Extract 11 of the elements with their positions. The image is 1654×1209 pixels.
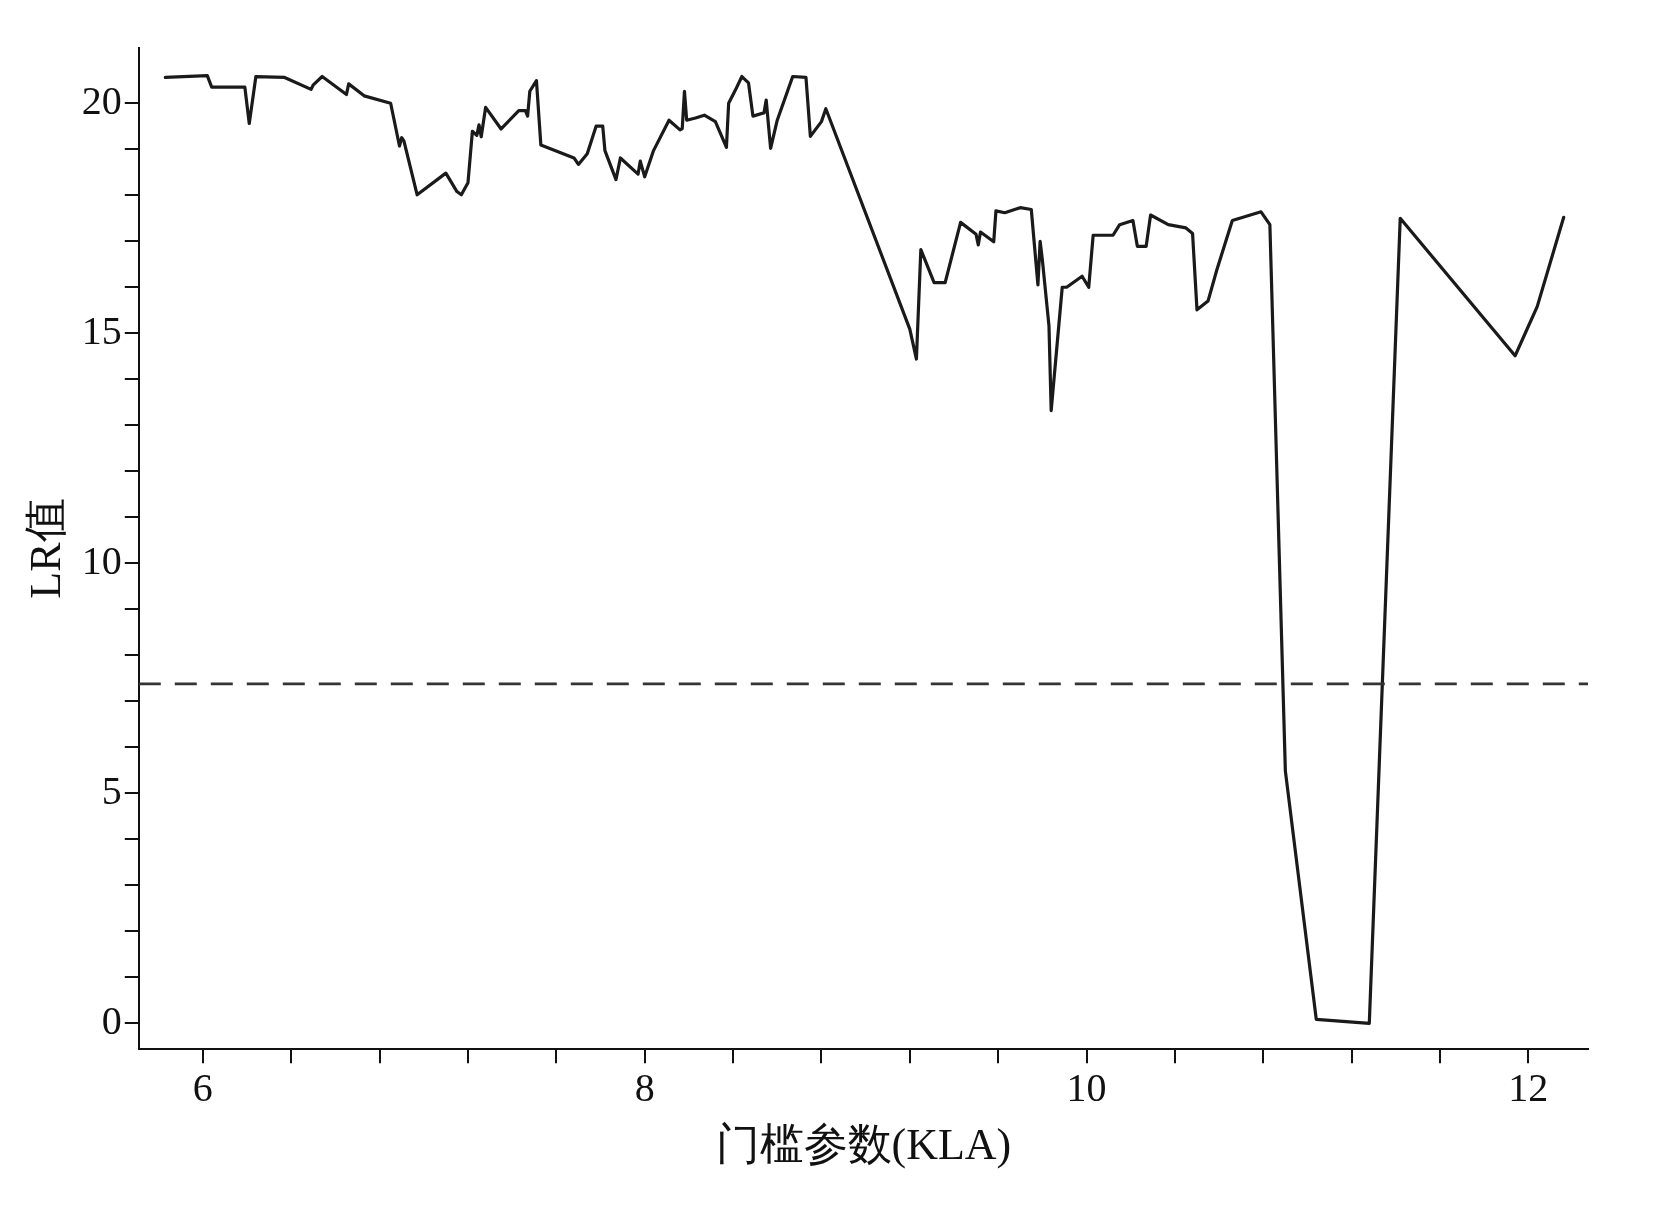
y-tick-label: 0	[101, 997, 122, 1043]
y-tick-label: 15	[81, 307, 122, 353]
x-axis-title: 门槛参数(KLA)	[715, 1120, 1012, 1170]
x-tick-label: 12	[1508, 1064, 1549, 1110]
x-tick-label: 6	[192, 1064, 213, 1110]
y-tick-label: 20	[81, 77, 122, 123]
y-tick-label: 5	[101, 767, 122, 813]
x-tick-label: 10	[1066, 1064, 1107, 1110]
y-axis-title: LR值	[20, 498, 70, 599]
y-tick-label: 10	[81, 537, 122, 583]
x-tick-label: 8	[634, 1064, 655, 1110]
